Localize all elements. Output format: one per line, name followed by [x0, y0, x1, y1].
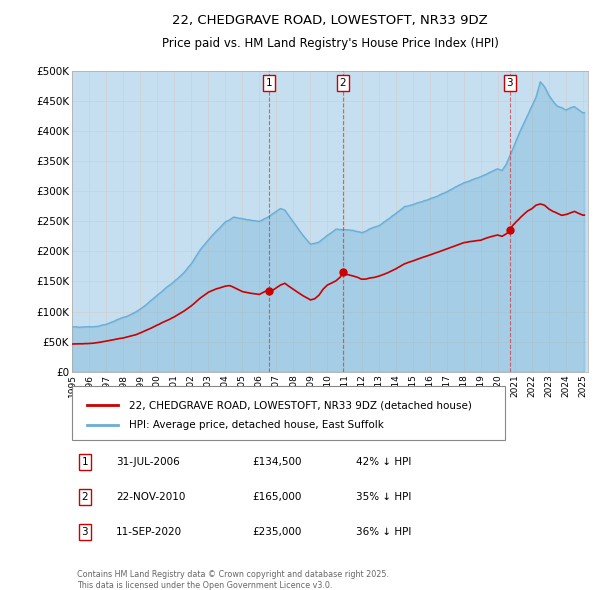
- Text: 2: 2: [82, 491, 88, 502]
- Text: 22, CHEDGRAVE ROAD, LOWESTOFT, NR33 9DZ (detached house): 22, CHEDGRAVE ROAD, LOWESTOFT, NR33 9DZ …: [129, 401, 472, 411]
- Text: £165,000: £165,000: [253, 491, 302, 502]
- Text: £235,000: £235,000: [253, 527, 302, 537]
- Text: £134,500: £134,500: [253, 457, 302, 467]
- Text: 22-NOV-2010: 22-NOV-2010: [116, 491, 185, 502]
- Text: 31-JUL-2006: 31-JUL-2006: [116, 457, 179, 467]
- Text: 11-SEP-2020: 11-SEP-2020: [116, 527, 182, 537]
- Text: HPI: Average price, detached house, East Suffolk: HPI: Average price, detached house, East…: [129, 420, 383, 430]
- Text: 22, CHEDGRAVE ROAD, LOWESTOFT, NR33 9DZ: 22, CHEDGRAVE ROAD, LOWESTOFT, NR33 9DZ: [172, 14, 488, 27]
- Text: 36% ↓ HPI: 36% ↓ HPI: [356, 527, 411, 537]
- Text: 3: 3: [506, 78, 513, 88]
- Text: 42% ↓ HPI: 42% ↓ HPI: [356, 457, 411, 467]
- Text: 3: 3: [82, 527, 88, 537]
- Text: 1: 1: [266, 78, 272, 88]
- Text: Contains HM Land Registry data © Crown copyright and database right 2025.
This d: Contains HM Land Registry data © Crown c…: [77, 571, 389, 590]
- Text: 2: 2: [340, 78, 346, 88]
- Text: Price paid vs. HM Land Registry's House Price Index (HPI): Price paid vs. HM Land Registry's House …: [161, 37, 499, 50]
- FancyBboxPatch shape: [72, 386, 505, 440]
- Text: 1: 1: [82, 457, 88, 467]
- Text: 35% ↓ HPI: 35% ↓ HPI: [356, 491, 411, 502]
